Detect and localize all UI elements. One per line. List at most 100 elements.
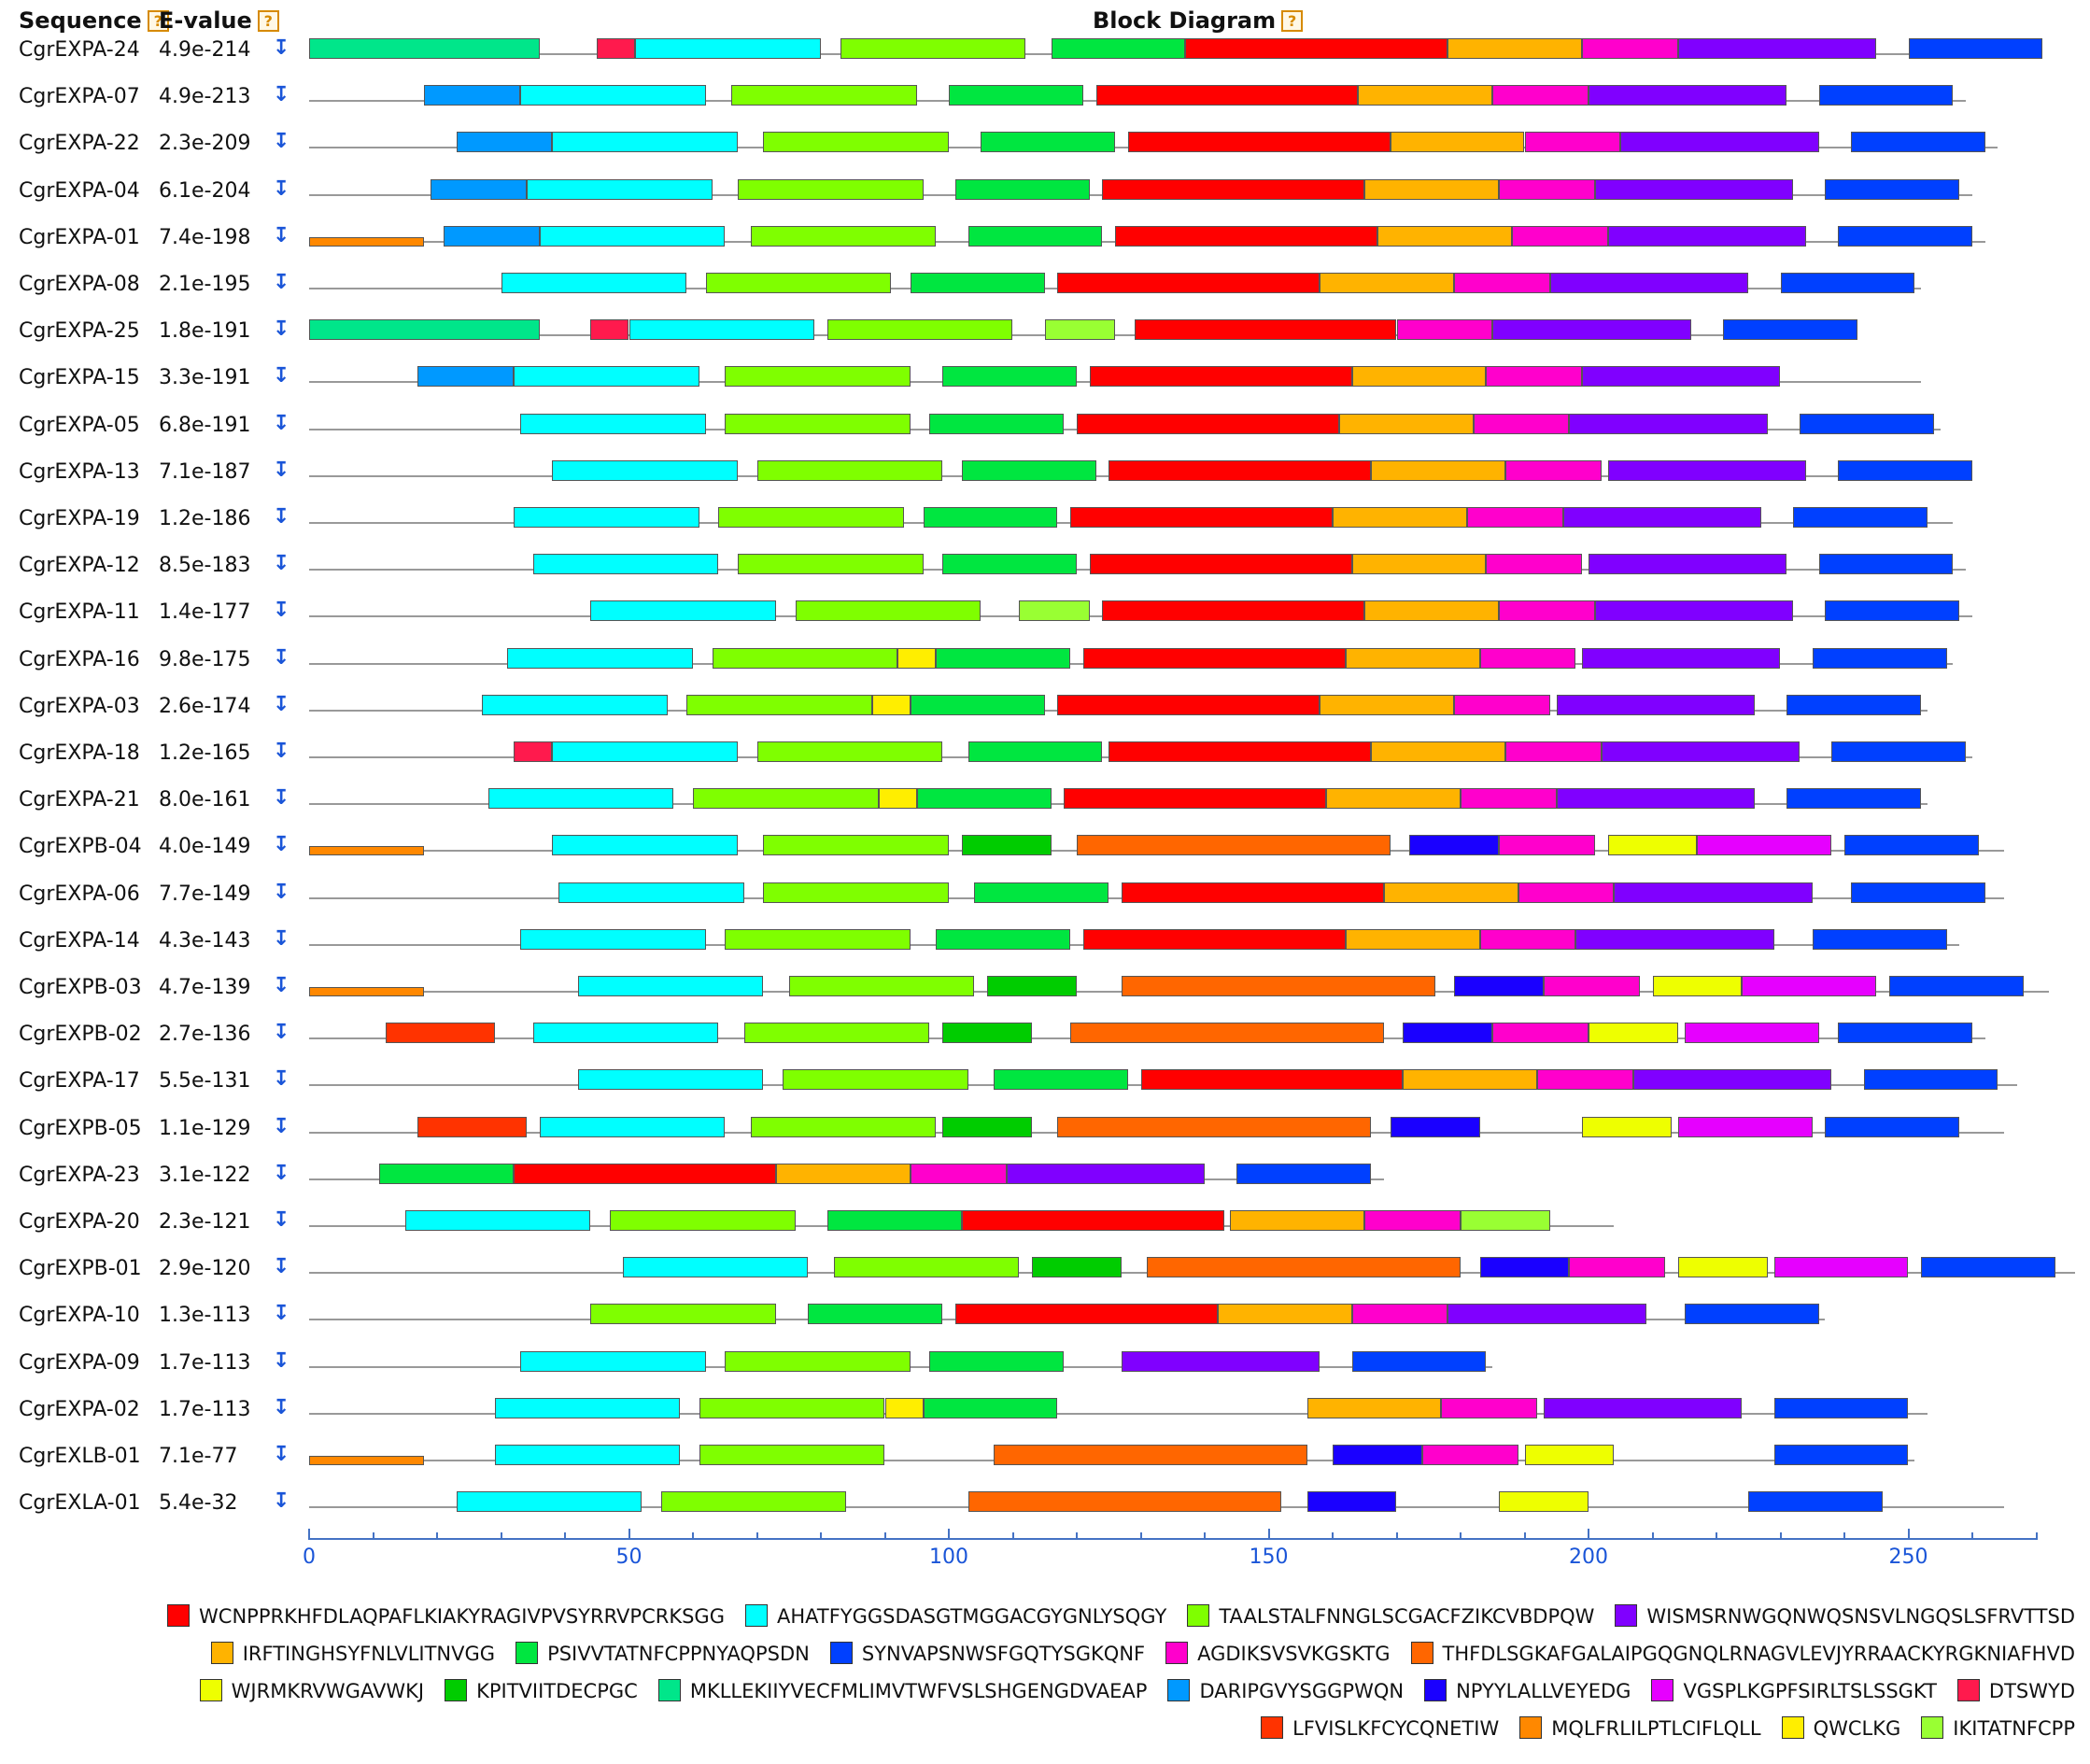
strand-arrow-icon[interactable]: ↧ <box>273 1114 290 1138</box>
motif-block[interactable] <box>897 647 937 669</box>
motif-block[interactable] <box>1390 1116 1480 1137</box>
motif-block[interactable] <box>1812 928 1947 950</box>
motif-block[interactable] <box>686 694 872 715</box>
motif-block[interactable] <box>514 507 699 528</box>
motif-block[interactable] <box>622 1257 809 1278</box>
motif-block[interactable] <box>514 1163 777 1184</box>
motif-block[interactable] <box>1582 1116 1673 1137</box>
motif-block[interactable] <box>309 1456 425 1465</box>
motif-block[interactable] <box>1032 1257 1122 1278</box>
motif-block[interactable] <box>1786 694 1922 715</box>
motif-block[interactable] <box>507 647 693 669</box>
motif-block[interactable] <box>1089 554 1352 575</box>
motif-block[interactable] <box>552 459 738 481</box>
motif-block[interactable] <box>1850 882 1985 903</box>
strand-arrow-icon[interactable]: ↧ <box>273 176 290 201</box>
motif-block[interactable] <box>1684 1023 1819 1044</box>
help-icon-sequence[interactable]: ? <box>147 10 169 32</box>
motif-block[interactable] <box>1333 1445 1422 1465</box>
motif-block[interactable] <box>1371 459 1505 481</box>
motif-block[interactable] <box>1825 1116 1960 1137</box>
motif-block[interactable] <box>532 1023 719 1044</box>
motif-block[interactable] <box>1575 928 1774 950</box>
motif-block[interactable] <box>954 1304 1218 1325</box>
motif-block[interactable] <box>725 928 911 950</box>
motif-block[interactable] <box>1454 976 1545 996</box>
strand-arrow-icon[interactable]: ↧ <box>273 1489 290 1514</box>
motif-block[interactable] <box>456 1491 643 1513</box>
motif-block[interactable] <box>1306 1491 1397 1513</box>
motif-block[interactable] <box>1492 1023 1589 1044</box>
motif-block[interactable] <box>987 976 1077 996</box>
motif-block[interactable] <box>386 1023 495 1044</box>
motif-block[interactable] <box>1089 366 1352 388</box>
motif-block[interactable] <box>597 38 636 59</box>
motif-block[interactable] <box>776 1163 911 1184</box>
motif-block[interactable] <box>725 413 911 434</box>
motif-block[interactable] <box>1383 882 1518 903</box>
strand-arrow-icon[interactable]: ↧ <box>273 786 290 811</box>
motif-block[interactable] <box>558 882 744 903</box>
motif-block[interactable] <box>961 835 1052 856</box>
motif-block[interactable] <box>1544 1397 1743 1418</box>
motif-block[interactable] <box>1236 1163 1372 1184</box>
motif-block[interactable] <box>514 366 699 388</box>
motif-block[interactable] <box>1095 85 1359 106</box>
motif-block[interactable] <box>795 600 981 622</box>
motif-block[interactable] <box>1838 1023 1972 1044</box>
motif-block[interactable] <box>1409 835 1500 856</box>
motif-block[interactable] <box>737 554 924 575</box>
motif-block[interactable] <box>1773 1257 1909 1278</box>
motif-block[interactable] <box>1466 507 1563 528</box>
motif-block[interactable] <box>1677 1257 1768 1278</box>
motif-block[interactable] <box>993 1069 1128 1091</box>
strand-arrow-icon[interactable]: ↧ <box>273 411 290 435</box>
motif-block[interactable] <box>1838 225 1972 247</box>
motif-block[interactable] <box>942 554 1077 575</box>
motif-block[interactable] <box>1185 38 1448 59</box>
motif-block[interactable] <box>840 38 1026 59</box>
motif-block[interactable] <box>1844 835 1979 856</box>
help-icon-evalue[interactable]: ? <box>257 10 279 32</box>
motif-block[interactable] <box>1888 976 2024 996</box>
motif-block[interactable] <box>974 882 1109 903</box>
motif-block[interactable] <box>1582 366 1781 388</box>
motif-block[interactable] <box>1082 647 1346 669</box>
motif-block[interactable] <box>1818 85 1954 106</box>
motif-block[interactable] <box>693 788 879 810</box>
motif-block[interactable] <box>788 976 975 996</box>
motif-block[interactable] <box>1403 1069 1538 1091</box>
motif-block[interactable] <box>628 319 815 341</box>
motif-block[interactable] <box>481 694 668 715</box>
motif-block[interactable] <box>577 976 764 996</box>
motif-block[interactable] <box>1461 788 1557 810</box>
motif-block[interactable] <box>936 647 1071 669</box>
motif-block[interactable] <box>1544 976 1640 996</box>
motif-block[interactable] <box>1589 554 1787 575</box>
motif-block[interactable] <box>1121 882 1384 903</box>
motif-block[interactable] <box>1441 1397 1538 1418</box>
strand-arrow-icon[interactable]: ↧ <box>273 36 290 60</box>
motif-block[interactable] <box>379 1163 515 1184</box>
strand-arrow-icon[interactable]: ↧ <box>273 645 290 670</box>
motif-block[interactable] <box>731 85 917 106</box>
motif-block[interactable] <box>1377 225 1512 247</box>
motif-block[interactable] <box>1351 366 1487 388</box>
strand-arrow-icon[interactable]: ↧ <box>273 458 290 482</box>
motif-block[interactable] <box>1479 1257 1570 1278</box>
motif-block[interactable] <box>1582 647 1781 669</box>
strand-arrow-icon[interactable]: ↧ <box>273 740 290 763</box>
motif-block[interactable] <box>309 319 540 341</box>
motif-block[interactable] <box>1818 554 1954 575</box>
motif-block[interactable] <box>763 835 949 856</box>
motif-block[interactable] <box>1504 741 1602 762</box>
motif-block[interactable] <box>910 273 1045 293</box>
motif-block[interactable] <box>1217 1304 1352 1325</box>
motif-block[interactable] <box>1793 507 1928 528</box>
motif-block[interactable] <box>1812 647 1947 669</box>
motif-block[interactable] <box>1582 38 1678 59</box>
motif-block[interactable] <box>1594 600 1794 622</box>
motif-block[interactable] <box>1492 319 1691 341</box>
motif-block[interactable] <box>1800 413 1934 434</box>
motif-block[interactable] <box>1127 132 1391 153</box>
